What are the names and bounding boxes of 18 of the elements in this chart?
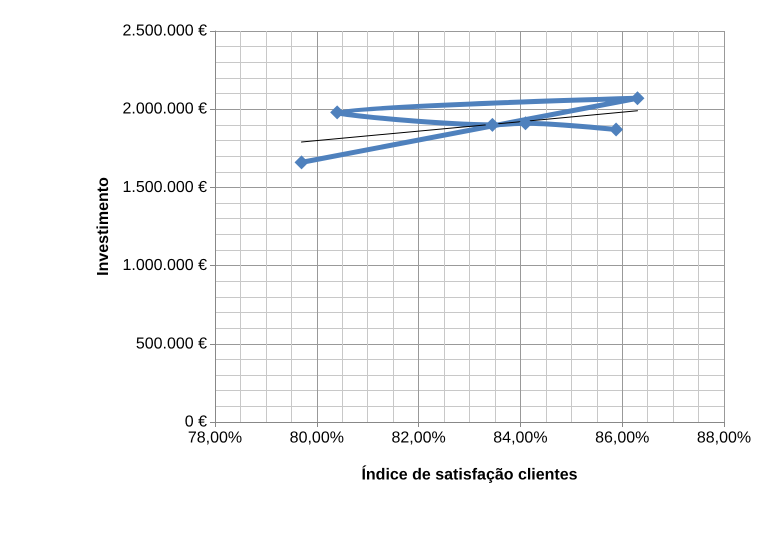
y-tick-label: 2.500.000 €: [122, 22, 208, 40]
x-tick-label: 78,00%: [188, 430, 242, 446]
point: [518, 116, 532, 130]
x-tick-label: 84,00%: [493, 430, 548, 446]
x-tick-label: 82,00%: [391, 430, 446, 446]
y-tick-label: 500.000 €: [136, 335, 208, 352]
x-axis-title: Índice de satisfação clientes: [361, 464, 578, 484]
y-tick-label: 0 €: [184, 414, 208, 430]
x-tick-label: 88,00%: [696, 430, 752, 446]
x-tick-label: 86,00%: [595, 430, 650, 446]
point: [485, 118, 500, 132]
y-tick-label: 1.000.000 €: [122, 257, 208, 274]
y-axis-title: Investimento: [95, 176, 112, 276]
point: [294, 155, 309, 170]
point: [609, 122, 624, 137]
x-tick-label: 80,00%: [290, 430, 344, 446]
y-tick-label: 2.000.000 €: [122, 100, 208, 118]
y-tick-label: 1.500.000 €: [122, 178, 208, 196]
